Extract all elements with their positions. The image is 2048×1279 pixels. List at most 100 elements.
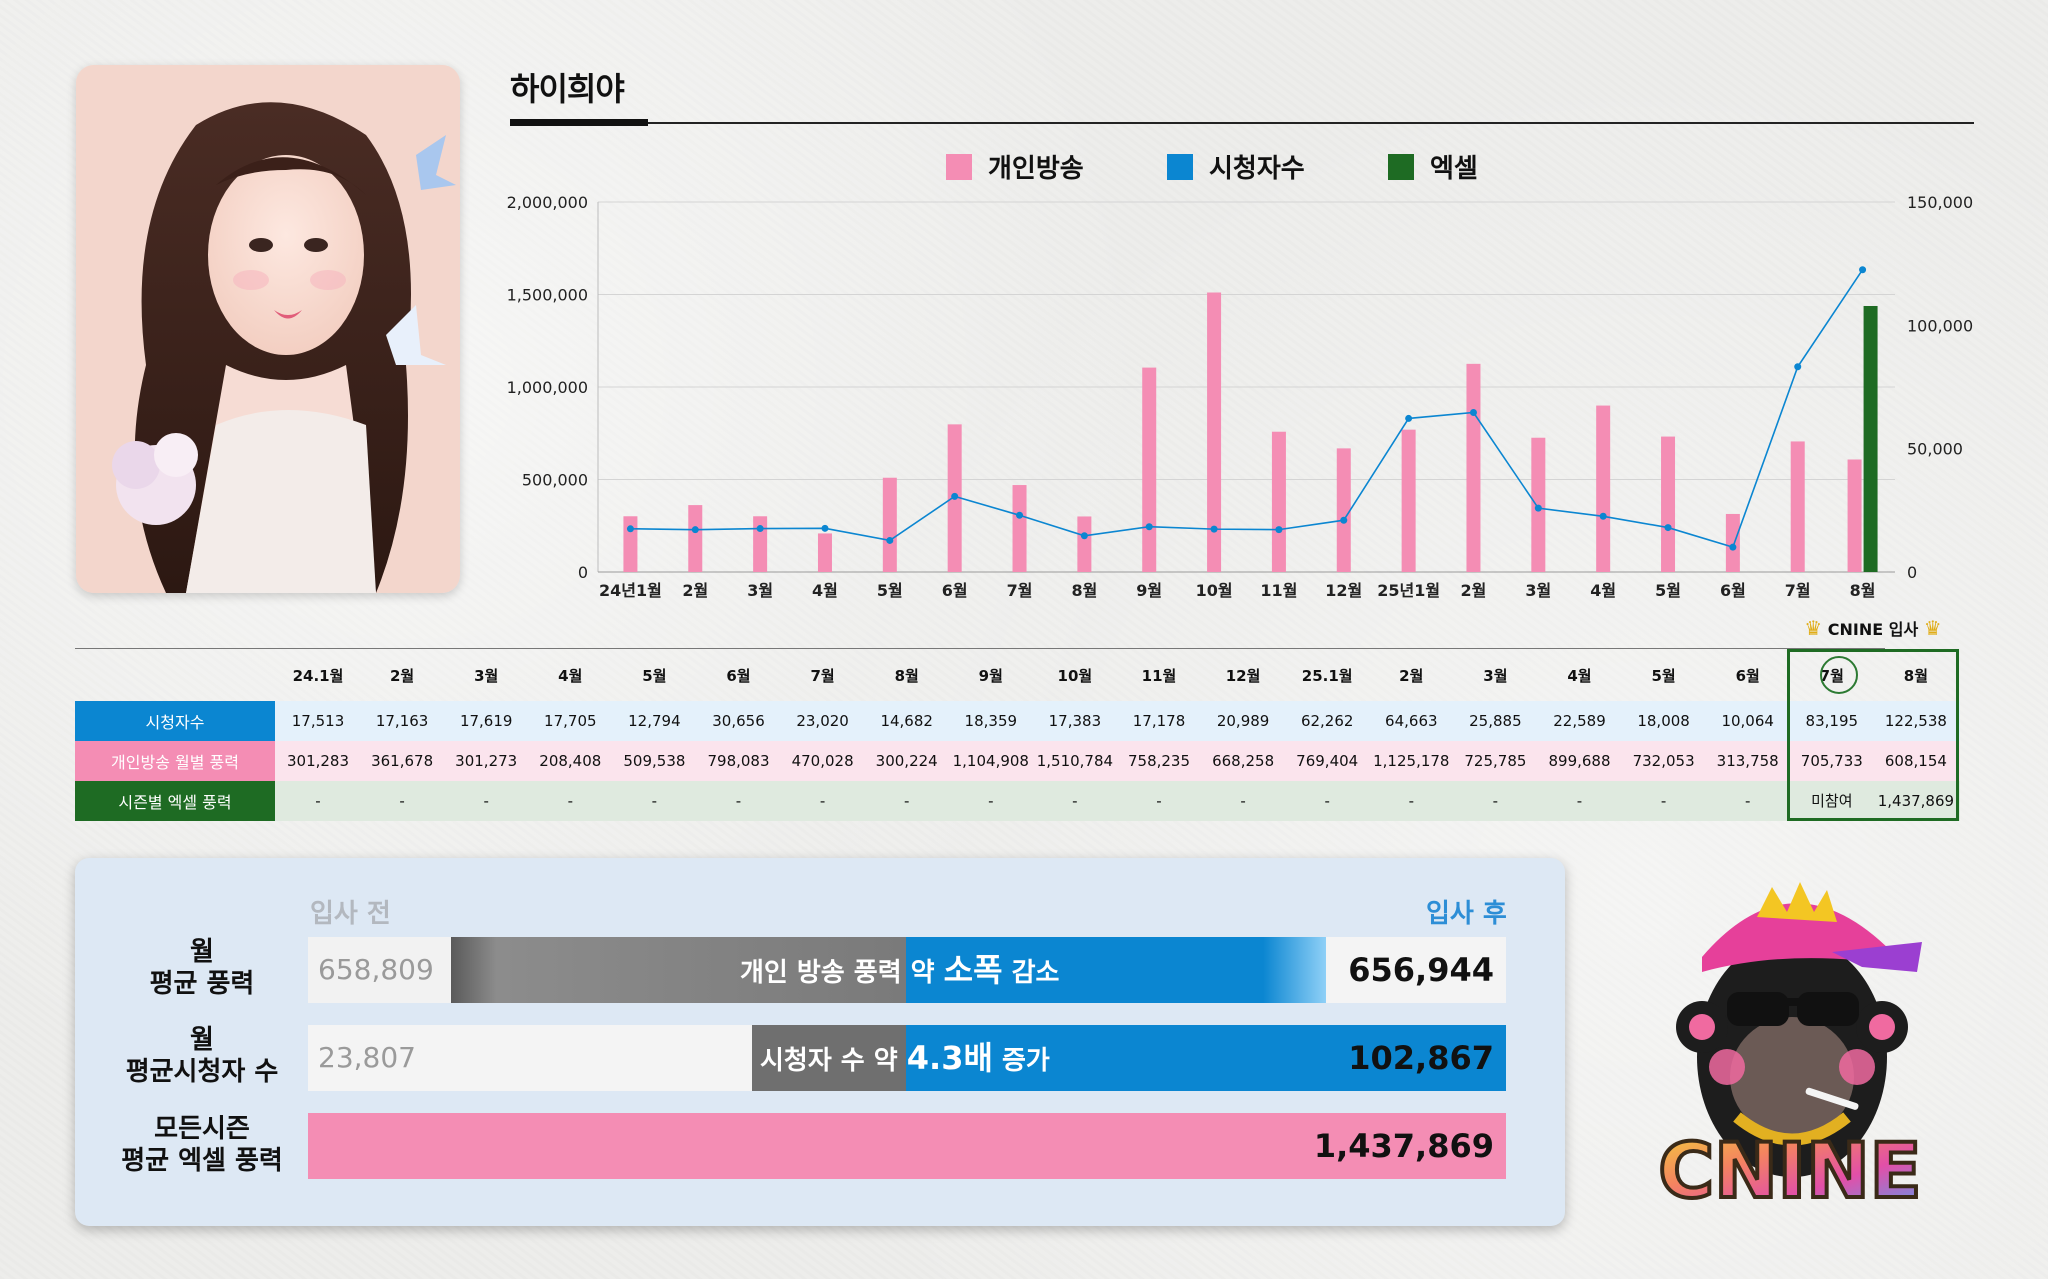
legend-item-excel: 엑셀 — [1388, 148, 1478, 185]
table-header-cell: 3월 — [474, 667, 499, 685]
table-cell: 10,064 — [1721, 712, 1774, 730]
point-viewers — [1534, 504, 1542, 512]
table-header-cell: 4월 — [558, 667, 583, 685]
legend-label: 시청자수 — [1209, 154, 1305, 184]
bar-personal-broadcast — [688, 505, 703, 572]
table-header-cell: 10월 — [1057, 667, 1093, 685]
bar-personal-broadcast — [1725, 513, 1740, 572]
table-cell: 301,283 — [286, 752, 350, 770]
point-viewers — [691, 526, 699, 534]
cnine-mascot-logo: CNINE — [1632, 862, 1947, 1222]
point-viewers — [1405, 414, 1413, 422]
table-cell: - — [1744, 792, 1751, 810]
bar-personal-broadcast — [1336, 448, 1351, 572]
x-tick-label: 4월 — [812, 581, 838, 600]
bar-personal-broadcast — [1661, 436, 1676, 572]
table-cell: - — [1072, 792, 1078, 810]
table-header-cell: 7월 — [810, 667, 835, 685]
x-tick-label: 5월 — [877, 581, 903, 600]
table-cell: 18,008 — [1637, 712, 1690, 730]
table-cell: 14,682 — [880, 712, 933, 730]
table-row: 시청자수 — [75, 701, 1960, 741]
table-cell: - — [315, 792, 321, 810]
avg-power-caption: 개인 방송 풍력 약 소폭 감소 — [740, 951, 1060, 989]
legend-item-personal: 개인방송 — [946, 148, 1084, 185]
table-header-cell: 6월 — [726, 667, 751, 685]
bar-personal-broadcast — [882, 477, 897, 572]
table-cell: 20,989 — [1216, 712, 1270, 730]
after-value: 656,944 — [1348, 951, 1494, 989]
y-right-tick-label: 150,000 — [1907, 193, 1973, 212]
bar-personal-broadcast — [1207, 292, 1222, 572]
x-tick-label: 2월 — [682, 581, 708, 600]
table-row: 시즌별 엑셀 풍력 — [75, 781, 1960, 821]
y-right-tick-label: 100,000 — [1907, 316, 1973, 335]
table-header-cell: 8월 — [894, 667, 919, 685]
x-tick-label: 8월 — [1850, 581, 1876, 600]
table-cell: - — [1492, 792, 1499, 810]
label-line: 월 — [190, 937, 214, 967]
y-left-tick-label: 500,000 — [522, 471, 588, 490]
table-cell: 22,589 — [1553, 712, 1606, 730]
table-cell: 18,359 — [964, 712, 1018, 730]
point-viewers — [1210, 525, 1218, 533]
table-cell: 732,053 — [1632, 752, 1695, 770]
bar-personal-broadcast — [1077, 516, 1092, 572]
x-tick-label: 3월 — [1525, 581, 1551, 600]
table-cell: - — [483, 792, 489, 810]
label-line: 모든시즌 — [154, 1114, 250, 1144]
legend-swatch — [1388, 153, 1414, 180]
table-top-rule — [75, 648, 1885, 649]
table-header-cell: 2월 — [389, 667, 415, 685]
table-cell: 62,262 — [1300, 712, 1354, 730]
table-cell: 705,733 — [1800, 752, 1863, 770]
x-tick-label: 25년1월 — [1377, 581, 1440, 600]
table-cell: 17,163 — [375, 712, 429, 730]
legend-item-viewers: 시청자수 — [1167, 148, 1305, 185]
table-cell: - — [399, 792, 405, 810]
table-cell: 17,619 — [459, 712, 513, 730]
table-cell: 509,538 — [623, 752, 686, 770]
before-segment — [308, 937, 451, 1003]
x-tick-label: 12월 — [1325, 581, 1362, 600]
join-period-highlight — [1787, 649, 1959, 821]
table-cell: 798,083 — [707, 752, 770, 770]
table-header-cell: 4월 — [1567, 667, 1592, 685]
table-header-cell: 11월 — [1141, 667, 1177, 685]
crown-icon: ♛ — [1804, 616, 1823, 640]
before-value: 23,807 — [318, 1041, 416, 1074]
x-tick-label: 7월 — [1007, 581, 1033, 600]
point-viewers — [1664, 524, 1672, 532]
table-cell: 208,408 — [539, 752, 602, 770]
table-header-cell: 5월 — [1651, 667, 1676, 685]
legend-label: 엑셀 — [1430, 154, 1478, 184]
table-cell: - — [567, 792, 573, 810]
bar-excel — [1863, 305, 1878, 572]
after-join-heading: 입사 후 — [1426, 899, 1507, 929]
point-viewers — [1145, 523, 1153, 531]
table-header-cell: 9월 — [978, 667, 1003, 685]
summary-label-excel-power: 모든시즌 평균 엑셀 풍력 — [92, 1113, 312, 1177]
row-label: 개인방송 월별 풍력 — [75, 741, 275, 781]
summary-label-avg-viewers: 월 평균시청자 수 — [92, 1024, 312, 1088]
table-cell: 769,404 — [1296, 752, 1359, 770]
bar-personal-broadcast — [1142, 367, 1157, 572]
table-cell: 17,178 — [1132, 712, 1186, 730]
before-value: 658,809 — [318, 953, 434, 986]
x-tick-label: 9월 — [1136, 581, 1162, 600]
x-tick-label: 10월 — [1196, 581, 1233, 600]
table-cell: - — [735, 792, 742, 810]
x-tick-label: 2월 — [1461, 581, 1487, 600]
table-cell: 608,154 — [1884, 752, 1947, 770]
avg-power-bar: 658,809 개인 방송 풍력 약 소폭 감소 656,944 — [308, 937, 1506, 1003]
bar-personal-broadcast — [1401, 429, 1416, 572]
point-viewers — [886, 536, 894, 544]
label-line: 평균 엑셀 풍력 — [121, 1146, 283, 1176]
join-label-text: CNINE 입사 — [1827, 620, 1919, 639]
table-header-cell: 8월 — [1903, 667, 1929, 685]
blue-segment — [906, 1025, 1506, 1091]
chart-legend: 개인방송 시청자수 엑셀 — [0, 148, 2048, 188]
bar-personal-broadcast — [623, 516, 638, 572]
point-viewers — [951, 492, 959, 500]
x-tick-label: 11월 — [1260, 581, 1297, 600]
